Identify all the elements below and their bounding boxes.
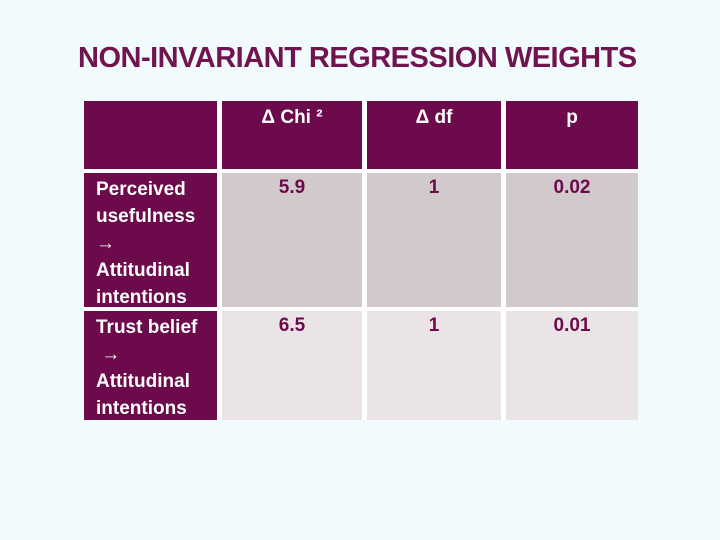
table-header-empty <box>84 101 217 169</box>
table-header-delta-chi-squared: Δ Chi ² <box>222 101 362 169</box>
slide-title: NON-INVARIANT REGRESSION WEIGHTS <box>78 42 637 74</box>
row-label-perceived-usefulness: Perceived usefulness → Attitudinal inten… <box>84 173 217 308</box>
cell-chi-squared-row2: 6.5 <box>222 311 362 420</box>
regression-weights-table: Δ Chi ² Δ df p Perceived usefulness → At… <box>84 101 638 420</box>
cell-chi-squared-row1: 5.9 <box>222 173 362 307</box>
table-header-p: p <box>506 101 638 169</box>
table-header-delta-df: Δ df <box>367 101 501 169</box>
cell-df-row2: 1 <box>367 311 501 420</box>
cell-p-row1: 0.02 <box>506 173 638 307</box>
cell-p-row2: 0.01 <box>506 311 638 420</box>
row-label-trust-belief: Trust belief → Attitudinal intentions <box>84 311 217 420</box>
cell-df-row1: 1 <box>367 173 501 307</box>
